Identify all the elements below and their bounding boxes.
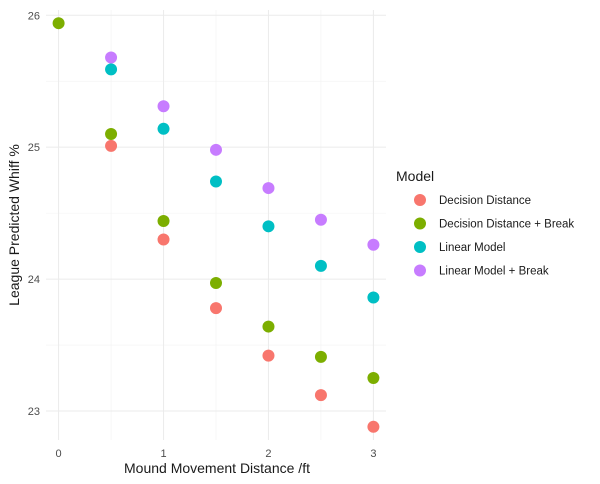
legend-key [414,194,426,206]
legend-items: Decision Distance Decision Distance + Bre… [414,194,574,278]
legend-label: Linear Model + Break [439,266,549,278]
data-point [210,277,222,290]
legend-label: Decision Distance [439,195,531,207]
data-point [367,420,380,433]
data-point [262,349,275,362]
y-tick-label: 24 [28,274,40,286]
data-point [52,17,65,30]
data-point [314,259,327,272]
data-point [262,320,275,333]
data-point [367,238,380,251]
y-tick-label: 23 [28,406,40,418]
y-tick-labels: 23 24 25 26 [28,10,40,418]
data-point [105,127,118,140]
data-point [262,182,275,195]
y-tick-label: 25 [28,142,40,154]
data-point [314,389,327,402]
data-point [157,215,170,228]
data-point [105,63,118,76]
data-point [105,139,118,152]
legend-title: Model [396,168,434,184]
data-point [367,291,380,304]
data-point [210,302,222,315]
legend-key [414,217,426,230]
data-point [157,100,170,113]
x-tick-labels: 0 1 2 3 [56,448,377,460]
data-point [314,213,327,226]
data-point [105,51,118,64]
legend-key [414,241,426,253]
data-point [157,233,170,246]
x-axis-title: Mound Movement Distance /ft [124,460,310,476]
legend-label: Decision Distance + Break [439,219,574,231]
data-point [262,220,275,233]
y-axis-title: League Predicted Whiff % [6,144,22,306]
data-points [52,17,380,433]
x-tick-label: 3 [370,448,376,460]
grid-minor [46,10,386,440]
data-point [367,372,380,385]
x-tick-label: 0 [56,448,62,460]
data-point [210,143,222,156]
x-tick-label: 2 [265,448,271,460]
legend-label: Linear Model [439,242,505,254]
data-point [314,350,327,363]
data-point [210,175,222,188]
y-tick-label: 26 [28,10,40,22]
data-point [157,122,170,135]
legend-key [414,264,426,277]
x-tick-label: 1 [160,448,166,460]
